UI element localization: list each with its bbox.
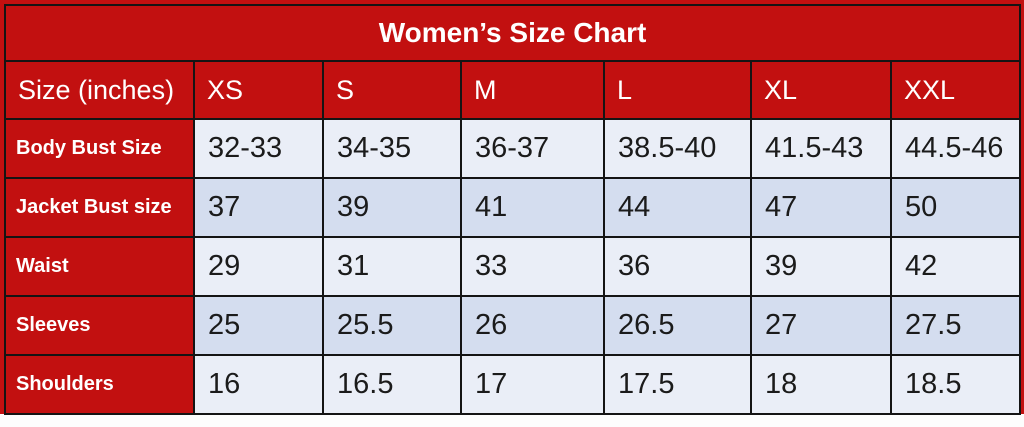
row-label-sleeves: Sleeves: [4, 295, 195, 356]
row-label-jacket-bust: Jacket Bust size: [4, 177, 195, 238]
cell-body-bust-xxl: 44.5-46: [889, 118, 1022, 179]
cell-shoulders-s: 16.5: [322, 354, 462, 415]
header-m: M: [460, 60, 605, 120]
cell-sleeves-s: 25.5: [322, 295, 462, 356]
cell-jacket-bust-xl: 47: [750, 177, 892, 238]
table-row-shoulders: Shoulders 16 16.5 17 17.5 18 18.5: [4, 354, 1022, 415]
title-row: Women’s Size Chart: [3, 4, 1022, 62]
bottom-margin: [0, 414, 1024, 427]
cell-waist-l: 36: [603, 236, 752, 297]
cell-sleeves-xl: 27: [750, 295, 892, 356]
header-xs: XS: [193, 60, 324, 120]
cell-jacket-bust-xxl: 50: [889, 177, 1022, 238]
header-s: S: [322, 60, 462, 120]
cell-body-bust-xs: 32-33: [193, 118, 324, 179]
cell-body-bust-s: 34-35: [322, 118, 462, 179]
cell-jacket-bust-s: 39: [322, 177, 462, 238]
page-title: Women’s Size Chart: [3, 4, 1022, 62]
cell-shoulders-xxl: 18.5: [889, 354, 1022, 415]
header-l: L: [603, 60, 752, 120]
cell-waist-xl: 39: [750, 236, 892, 297]
header-size-inches: Size (inches): [4, 60, 195, 120]
header-xl: XL: [750, 60, 892, 120]
cell-shoulders-xl: 18: [750, 354, 892, 415]
row-label-shoulders: Shoulders: [4, 354, 195, 415]
cell-waist-m: 33: [460, 236, 605, 297]
cell-shoulders-l: 17.5: [603, 354, 752, 415]
cell-shoulders-xs: 16: [193, 354, 324, 415]
cell-sleeves-m: 26: [460, 295, 605, 356]
row-label-body-bust: Body Bust Size: [4, 118, 195, 179]
header-xxl: XXL: [889, 60, 1022, 120]
table-row-jacket-bust: Jacket Bust size 37 39 41 44 47 50: [4, 177, 1022, 238]
cell-sleeves-l: 26.5: [603, 295, 752, 356]
cell-waist-xs: 29: [193, 236, 324, 297]
table-row-waist: Waist 29 31 33 36 39 42: [4, 236, 1022, 297]
cell-sleeves-xs: 25: [193, 295, 324, 356]
cell-body-bust-m: 36-37: [460, 118, 605, 179]
cell-jacket-bust-l: 44: [603, 177, 752, 238]
table-row-sleeves: Sleeves 25 25.5 26 26.5 27 27.5: [4, 295, 1022, 356]
size-chart-table: Women’s Size Chart Size (inches) XS S M …: [3, 4, 1022, 415]
cell-sleeves-xxl: 27.5: [889, 295, 1022, 356]
cell-waist-s: 31: [322, 236, 462, 297]
cell-body-bust-xl: 41.5-43: [750, 118, 892, 179]
cell-shoulders-m: 17: [460, 354, 605, 415]
row-label-waist: Waist: [4, 236, 195, 297]
cell-jacket-bust-xs: 37: [193, 177, 324, 238]
cell-waist-xxl: 42: [889, 236, 1022, 297]
cell-jacket-bust-m: 41: [460, 177, 605, 238]
cell-body-bust-l: 38.5-40: [603, 118, 752, 179]
header-row: Size (inches) XS S M L XL XXL: [4, 60, 1022, 120]
table-row-body-bust: Body Bust Size 32-33 34-35 36-37 38.5-40…: [4, 118, 1022, 179]
